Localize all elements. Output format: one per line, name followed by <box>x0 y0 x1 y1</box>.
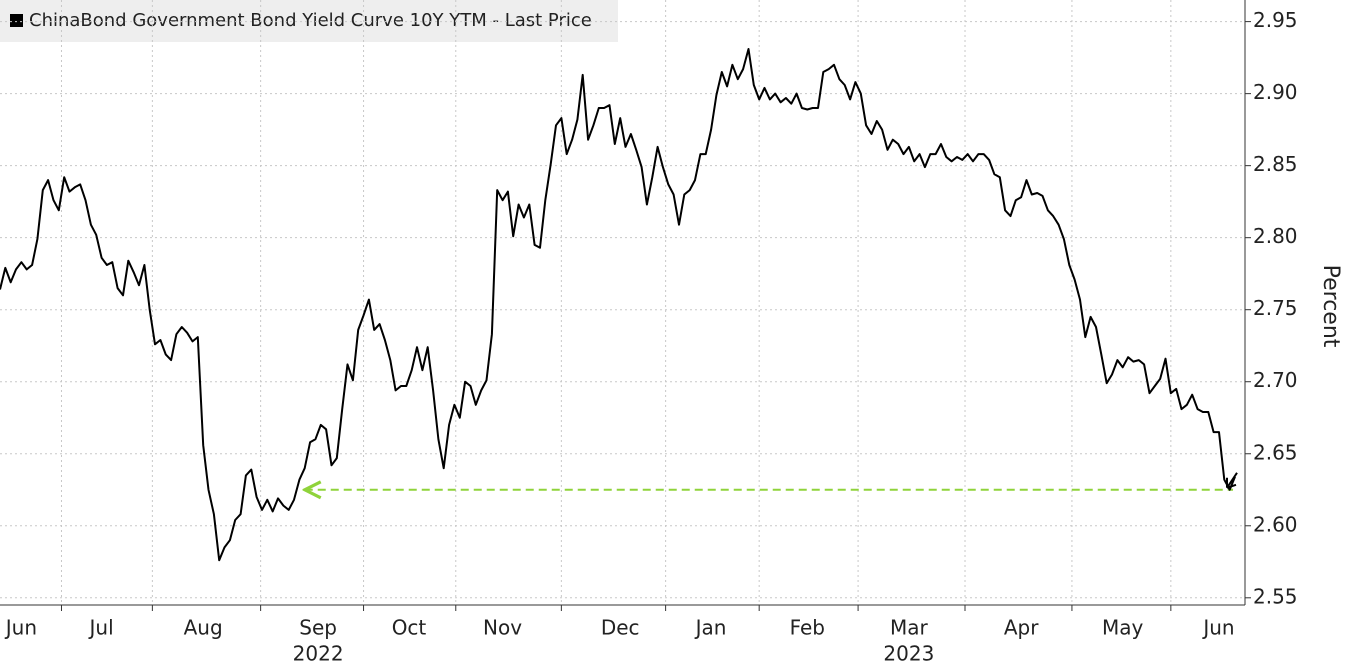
y-tick-label: 2.55 <box>1253 584 1298 608</box>
x-tick-label: Dec <box>601 616 640 640</box>
x-tick-label: Oct <box>392 616 427 640</box>
x-tick-label: Jun <box>1201 616 1234 640</box>
x-tick-label: Aug <box>184 616 223 640</box>
x-tick-label: Sep <box>299 616 337 640</box>
x-tick-label: Jul <box>88 616 114 640</box>
legend-swatch <box>10 14 23 27</box>
x-tick-label: Nov <box>483 616 522 640</box>
x-tick-label: Jan <box>694 616 727 640</box>
end-arrow <box>1226 472 1238 489</box>
y-tick-label: 2.80 <box>1253 224 1298 248</box>
x-year-label: 2022 <box>293 642 344 666</box>
y-tick-label: 2.85 <box>1253 152 1298 176</box>
y-tick-label: 2.90 <box>1253 80 1298 104</box>
x-tick-label: May <box>1102 616 1144 640</box>
line-series <box>0 48 1236 562</box>
legend-text: ChinaBond Government Bond Yield Curve 10… <box>29 10 592 31</box>
x-tick-label: Jun <box>4 616 37 640</box>
y-axis-label: Percent <box>1318 265 1343 348</box>
x-tick-label: Mar <box>890 616 929 640</box>
y-tick-label: 2.65 <box>1253 440 1298 464</box>
y-tick-label: 2.60 <box>1253 512 1298 536</box>
y-tick-label: 2.70 <box>1253 368 1298 392</box>
x-tick-label: Apr <box>1004 616 1039 640</box>
x-year-label: 2023 <box>883 642 934 666</box>
y-tick-label: 2.75 <box>1253 296 1298 320</box>
x-tick-label: Feb <box>790 616 825 640</box>
y-tick-label: 2.95 <box>1253 8 1298 32</box>
legend-box <box>0 0 618 42</box>
